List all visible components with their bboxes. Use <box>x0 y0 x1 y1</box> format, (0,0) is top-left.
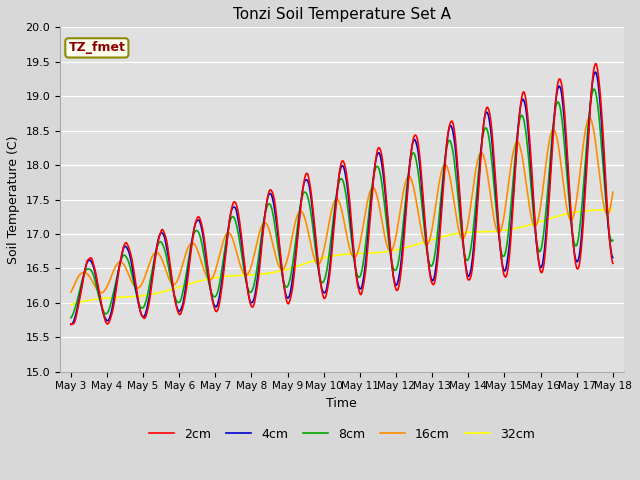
Title: Tonzi Soil Temperature Set A: Tonzi Soil Temperature Set A <box>233 7 451 22</box>
Line: 16cm: 16cm <box>71 118 613 293</box>
4cm <box>582 172 589 178</box>
X-axis label: Time: Time <box>326 397 357 410</box>
16cm <box>168 281 176 287</box>
2cm <box>168 276 176 282</box>
8cm <box>590 86 598 92</box>
2cm <box>582 173 590 179</box>
16cm <box>67 289 75 295</box>
4cm <box>387 245 394 251</box>
32cm <box>67 302 75 308</box>
8cm <box>591 87 598 93</box>
16cm <box>582 123 590 129</box>
16cm <box>609 189 617 195</box>
2cm <box>68 322 76 327</box>
32cm <box>168 287 175 292</box>
32cm <box>387 248 394 254</box>
4cm <box>67 322 75 327</box>
32cm <box>609 207 617 213</box>
2cm <box>387 248 394 254</box>
32cm <box>582 208 589 214</box>
2cm <box>93 279 101 285</box>
32cm <box>292 264 300 269</box>
8cm <box>582 154 589 159</box>
Line: 32cm: 32cm <box>71 210 613 305</box>
8cm <box>387 250 394 256</box>
16cm <box>93 286 100 292</box>
32cm <box>93 296 100 302</box>
8cm <box>168 280 175 286</box>
16cm <box>97 290 105 296</box>
8cm <box>93 285 100 291</box>
2cm <box>591 62 598 68</box>
4cm <box>168 274 175 280</box>
4cm <box>609 255 617 261</box>
Line: 4cm: 4cm <box>71 72 613 324</box>
Legend: 2cm, 4cm, 8cm, 16cm, 32cm: 2cm, 4cm, 8cm, 16cm, 32cm <box>144 423 540 446</box>
Line: 8cm: 8cm <box>71 89 613 318</box>
Text: TZ_fmet: TZ_fmet <box>68 41 125 54</box>
16cm <box>591 138 599 144</box>
16cm <box>387 248 394 254</box>
8cm <box>67 315 75 321</box>
16cm <box>586 115 593 121</box>
8cm <box>609 237 617 243</box>
2cm <box>67 321 75 327</box>
4cm <box>591 69 599 75</box>
16cm <box>292 216 300 221</box>
2cm <box>609 261 617 266</box>
4cm <box>590 71 598 77</box>
4cm <box>292 251 300 256</box>
Line: 2cm: 2cm <box>71 63 613 324</box>
8cm <box>292 237 300 243</box>
2cm <box>292 250 300 255</box>
32cm <box>590 207 598 213</box>
2cm <box>592 60 600 66</box>
4cm <box>93 279 100 285</box>
Y-axis label: Soil Temperature (C): Soil Temperature (C) <box>7 135 20 264</box>
